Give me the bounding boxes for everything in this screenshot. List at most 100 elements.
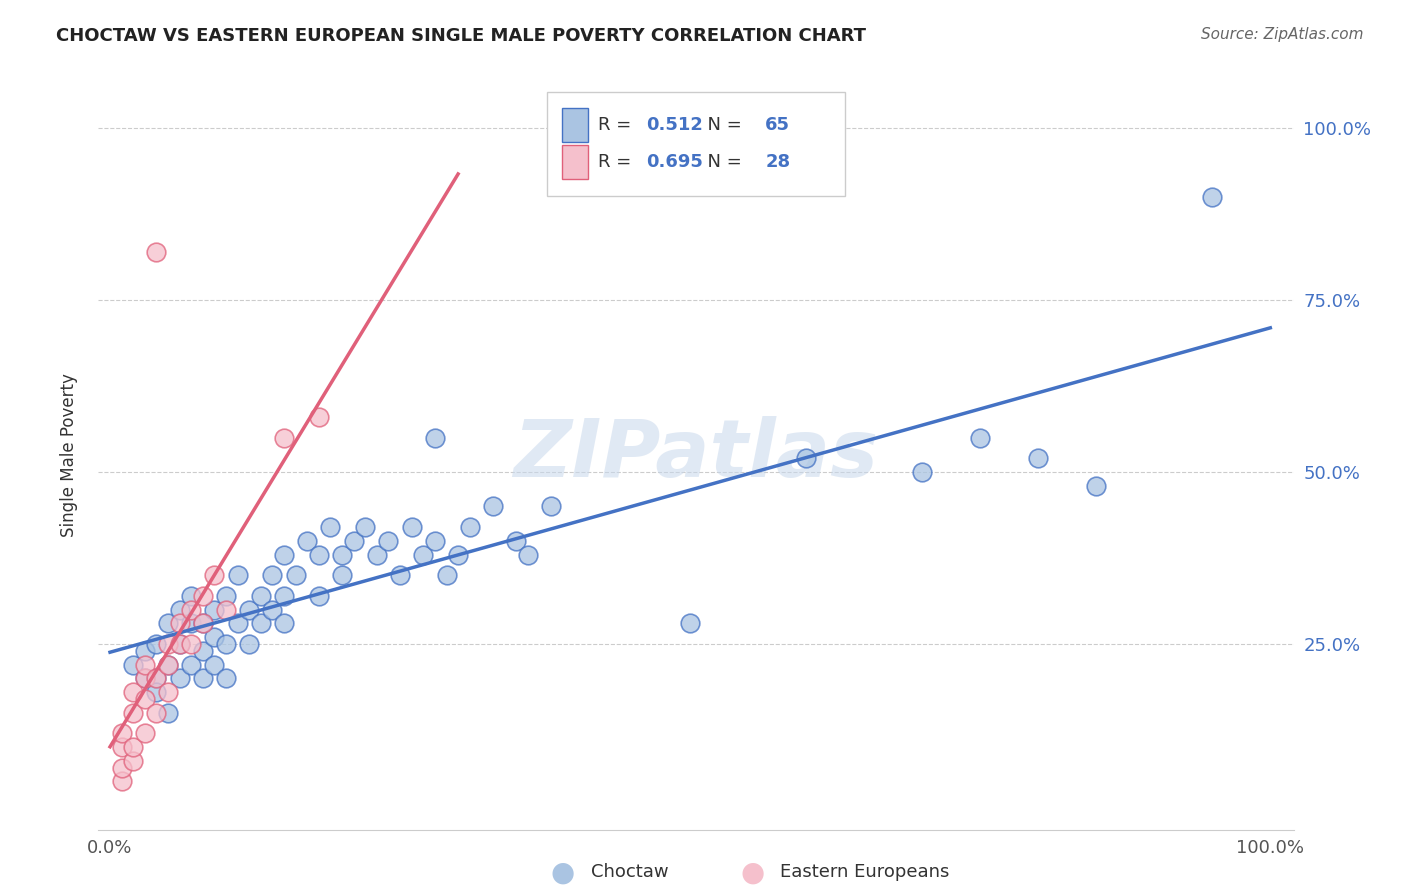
Point xyxy=(226,568,249,582)
Text: 65: 65 xyxy=(765,116,790,134)
Point xyxy=(157,657,180,672)
Point xyxy=(191,671,214,685)
Point xyxy=(122,740,145,755)
Point xyxy=(401,520,423,534)
Text: R =: R = xyxy=(598,116,637,134)
Point xyxy=(134,692,156,706)
Point xyxy=(308,548,330,562)
Point xyxy=(145,637,167,651)
Point xyxy=(273,548,295,562)
Point xyxy=(134,657,156,672)
Point xyxy=(447,548,470,562)
Point xyxy=(169,602,191,616)
Point xyxy=(273,589,295,603)
Point xyxy=(308,589,330,603)
Point xyxy=(969,431,991,445)
Point xyxy=(366,548,388,562)
Point xyxy=(215,671,238,685)
Point xyxy=(204,630,226,644)
Point xyxy=(540,500,562,514)
Text: Choctaw: Choctaw xyxy=(591,863,668,881)
Point xyxy=(273,431,295,445)
Text: Eastern Europeans: Eastern Europeans xyxy=(780,863,949,881)
Point xyxy=(505,533,527,548)
Point xyxy=(157,685,180,699)
Point xyxy=(226,616,249,631)
Point xyxy=(273,616,295,631)
Point xyxy=(389,568,412,582)
Point xyxy=(343,533,366,548)
FancyBboxPatch shape xyxy=(562,108,589,142)
Point xyxy=(180,589,202,603)
Text: 0.695: 0.695 xyxy=(645,153,703,171)
Point xyxy=(111,726,134,740)
FancyBboxPatch shape xyxy=(562,145,589,179)
Point xyxy=(180,657,202,672)
Point xyxy=(330,568,353,582)
Point xyxy=(169,637,191,651)
Point xyxy=(330,548,353,562)
Point xyxy=(134,644,156,658)
Text: N =: N = xyxy=(696,153,748,171)
Point xyxy=(157,706,180,720)
Point xyxy=(157,637,180,651)
Point xyxy=(284,568,307,582)
Point xyxy=(458,520,481,534)
Point xyxy=(436,568,458,582)
Point xyxy=(145,245,167,260)
Point xyxy=(134,671,156,685)
Text: ●: ● xyxy=(740,858,765,887)
Point xyxy=(262,568,284,582)
Point xyxy=(180,637,202,651)
Point xyxy=(354,520,377,534)
Point xyxy=(250,616,273,631)
Text: Source: ZipAtlas.com: Source: ZipAtlas.com xyxy=(1201,27,1364,42)
Point xyxy=(169,637,191,651)
Point xyxy=(679,616,702,631)
Point xyxy=(145,685,167,699)
Point xyxy=(191,616,214,631)
FancyBboxPatch shape xyxy=(547,92,845,196)
Point xyxy=(215,637,238,651)
Point xyxy=(1085,479,1108,493)
Point xyxy=(319,520,342,534)
Point xyxy=(145,671,167,685)
Point xyxy=(111,740,134,755)
Point xyxy=(122,754,145,768)
Y-axis label: Single Male Poverty: Single Male Poverty xyxy=(59,373,77,537)
Point xyxy=(215,589,238,603)
Point xyxy=(145,706,167,720)
Point xyxy=(111,761,134,775)
Point xyxy=(134,726,156,740)
Point xyxy=(423,431,446,445)
Point xyxy=(157,616,180,631)
Point xyxy=(516,548,538,562)
Point xyxy=(145,671,167,685)
Point xyxy=(215,602,238,616)
Point xyxy=(412,548,434,562)
Point xyxy=(191,644,214,658)
Point xyxy=(122,685,145,699)
Point xyxy=(794,451,817,466)
Point xyxy=(262,602,284,616)
Text: ●: ● xyxy=(550,858,575,887)
Point xyxy=(169,671,191,685)
Point xyxy=(122,657,145,672)
Point xyxy=(204,568,226,582)
Point xyxy=(180,616,202,631)
Point xyxy=(180,602,202,616)
Text: 0.512: 0.512 xyxy=(645,116,703,134)
Point xyxy=(377,533,399,548)
Text: CHOCTAW VS EASTERN EUROPEAN SINGLE MALE POVERTY CORRELATION CHART: CHOCTAW VS EASTERN EUROPEAN SINGLE MALE … xyxy=(56,27,866,45)
Point xyxy=(122,706,145,720)
Text: R =: R = xyxy=(598,153,637,171)
Point xyxy=(169,616,191,631)
Text: N =: N = xyxy=(696,116,748,134)
Point xyxy=(308,410,330,425)
Point xyxy=(238,637,260,651)
Point xyxy=(204,657,226,672)
Point xyxy=(297,533,319,548)
Point xyxy=(191,616,214,631)
Point xyxy=(134,671,156,685)
Point xyxy=(191,589,214,603)
